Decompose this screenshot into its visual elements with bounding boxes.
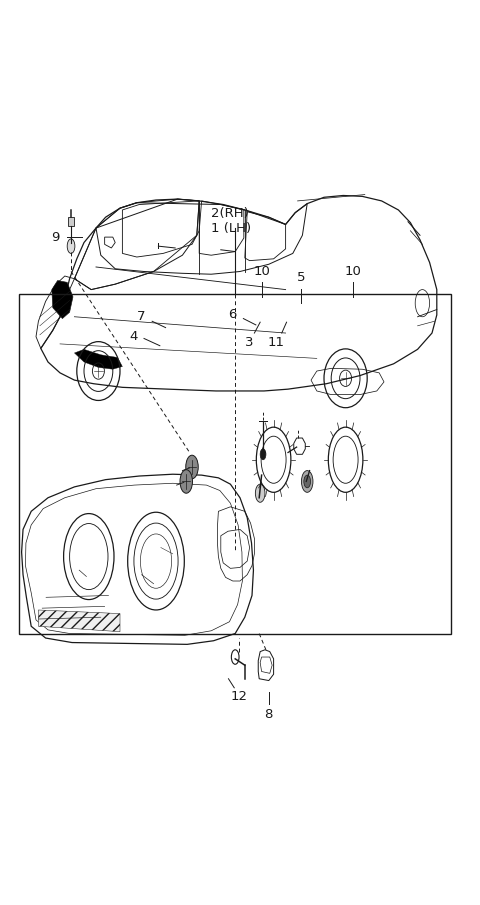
Text: 7: 7 <box>137 310 146 323</box>
Text: 4: 4 <box>129 330 138 343</box>
Text: 12: 12 <box>230 691 248 703</box>
Circle shape <box>301 471 313 492</box>
Polygon shape <box>38 610 120 632</box>
Circle shape <box>180 470 192 493</box>
Bar <box>68 217 74 226</box>
Circle shape <box>186 455 198 479</box>
Text: 6: 6 <box>228 308 237 320</box>
Circle shape <box>260 449 266 460</box>
Text: 10: 10 <box>253 265 270 278</box>
Circle shape <box>304 475 311 488</box>
Circle shape <box>67 239 75 253</box>
Bar <box>19 294 451 634</box>
Text: 10: 10 <box>344 265 361 278</box>
Circle shape <box>255 484 265 502</box>
Text: 11: 11 <box>267 336 285 348</box>
Text: 9: 9 <box>51 231 60 243</box>
Text: 2(RH)
1 (LH): 2(RH) 1 (LH) <box>211 207 252 234</box>
Text: 5: 5 <box>297 272 306 284</box>
Polygon shape <box>52 281 73 319</box>
Text: 3: 3 <box>245 336 254 348</box>
Polygon shape <box>74 349 122 369</box>
Text: 8: 8 <box>264 709 273 721</box>
